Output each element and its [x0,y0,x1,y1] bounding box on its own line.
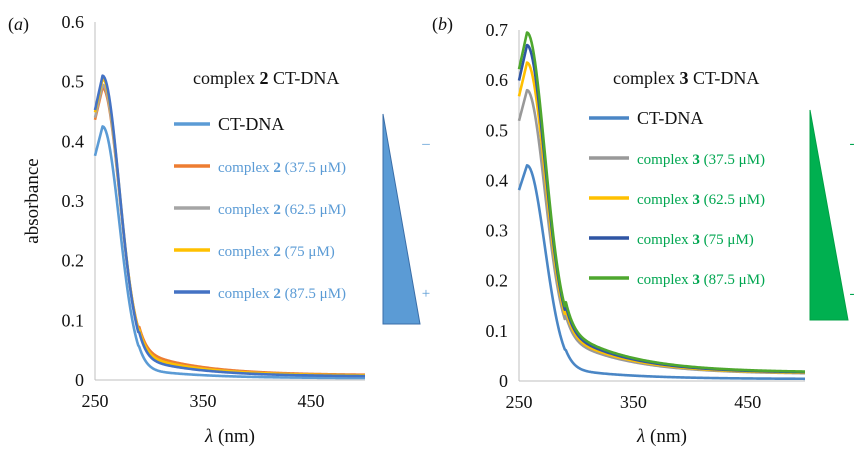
x-axis-label: λ (nm) [636,426,687,447]
legend-entry: CT-DNA [218,114,284,134]
x-tick-label: 450 [734,392,761,412]
y-tick-label: 0.4 [486,170,509,190]
panel-label: (b) [432,14,453,35]
legend-entry: complex 2 (62.5 μM) [218,202,346,218]
x-tick-label: 450 [298,391,325,411]
y-tick-label: 0.6 [62,12,85,32]
concentration-gradient-triangle [810,110,848,320]
x-tick-label: 250 [82,391,109,411]
legend-title: complex 3 CT-DNA [613,68,759,88]
y-axis-label: absorbance [22,158,43,243]
legend-entry: complex 3 (62.5 μM) [637,192,765,208]
legend-entry: complex 2 (37.5 μM) [218,160,346,176]
gradient-top-label: – [421,136,430,152]
legend-entry: complex 2 (75 μM) [218,244,335,260]
x-tick-label: 350 [620,392,647,412]
series-line-3 [519,45,805,372]
y-tick-label: 0.1 [62,310,85,330]
y-tick-label: 0.3 [486,221,509,241]
y-tick-label: 0 [499,371,508,391]
legend-entry: complex 3 (87.5 μM) [637,272,765,288]
legend-entry: complex 3 (75 μM) [637,232,754,248]
legend-entry: complex 2 (87.5 μM) [218,286,346,302]
y-tick-label: 0.5 [486,120,509,140]
y-tick-label: 0.2 [486,271,509,291]
y-tick-label: 0.4 [62,131,85,151]
y-tick-label: 0.5 [62,72,85,92]
x-axis-label: λ (nm) [204,426,255,447]
y-tick-label: 0.7 [486,20,509,40]
chart-panel-a: (a) 0 0.1 0.2 0.3 0.4 0.5 0.6 250 350 450 λ (nm) abs… [8,12,430,447]
gradient-bottom-label: - [850,286,855,302]
y-tick-label: 0.3 [62,191,85,211]
y-tick-label: 0 [75,370,84,390]
panel-label: (a) [8,14,29,35]
y-tick-label: 0.1 [486,321,509,341]
concentration-gradient-triangle [383,114,420,324]
y-tick-label: 0.6 [486,70,509,90]
y-tick-label: 0.2 [62,251,85,271]
gradient-bottom-label: + [422,286,430,302]
gradient-top-label: - [850,136,855,152]
legend-entry: complex 3 (37.5 μM) [637,152,765,168]
legend-entry: CT-DNA [637,108,703,128]
chart-panel-b: (b) 0 0.1 0.2 0.3 0.4 0.5 0.6 0.7 250 350 450 λ (nm)… [432,14,855,447]
x-tick-label: 350 [190,391,217,411]
legend-title: complex 2 CT-DNA [193,68,339,88]
x-tick-label: 250 [506,392,533,412]
